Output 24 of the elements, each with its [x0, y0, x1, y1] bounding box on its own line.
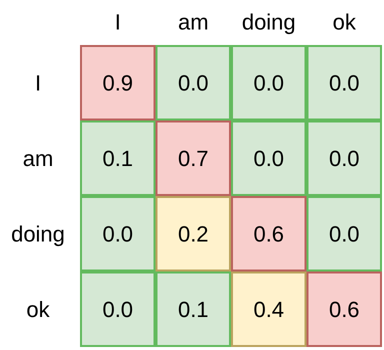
data-label: 0.0	[102, 221, 134, 246]
data-label: 0.0	[328, 70, 360, 96]
x-tick-label: ok	[332, 10, 357, 34]
data-label: 0.0	[102, 296, 134, 322]
data-label: 0.1	[102, 146, 134, 171]
data-label: 0.1	[178, 296, 209, 322]
data-label: 0.6	[328, 296, 360, 322]
data-label: 0.0	[328, 146, 360, 171]
data-label: 0.2	[178, 221, 209, 246]
x-tick-label: I	[114, 10, 121, 34]
y-tick-label: doing	[11, 221, 65, 246]
x-tick-label: doing	[242, 10, 296, 34]
y-tick-label: ok	[26, 296, 51, 322]
data-label: 0.9	[102, 70, 134, 96]
x-tick-label: am	[178, 10, 209, 34]
data-label: 0.0	[253, 70, 284, 96]
y-tick-label: I	[34, 70, 42, 96]
data-label: 0.6	[253, 221, 284, 246]
data-label: 0.0	[328, 221, 360, 246]
data-label: 0.4	[253, 296, 284, 322]
data-label: 0.0	[178, 70, 209, 96]
y-tick-label: am	[22, 146, 54, 171]
data-label: 0.0	[253, 146, 284, 171]
data-label: 0.7	[178, 146, 209, 171]
